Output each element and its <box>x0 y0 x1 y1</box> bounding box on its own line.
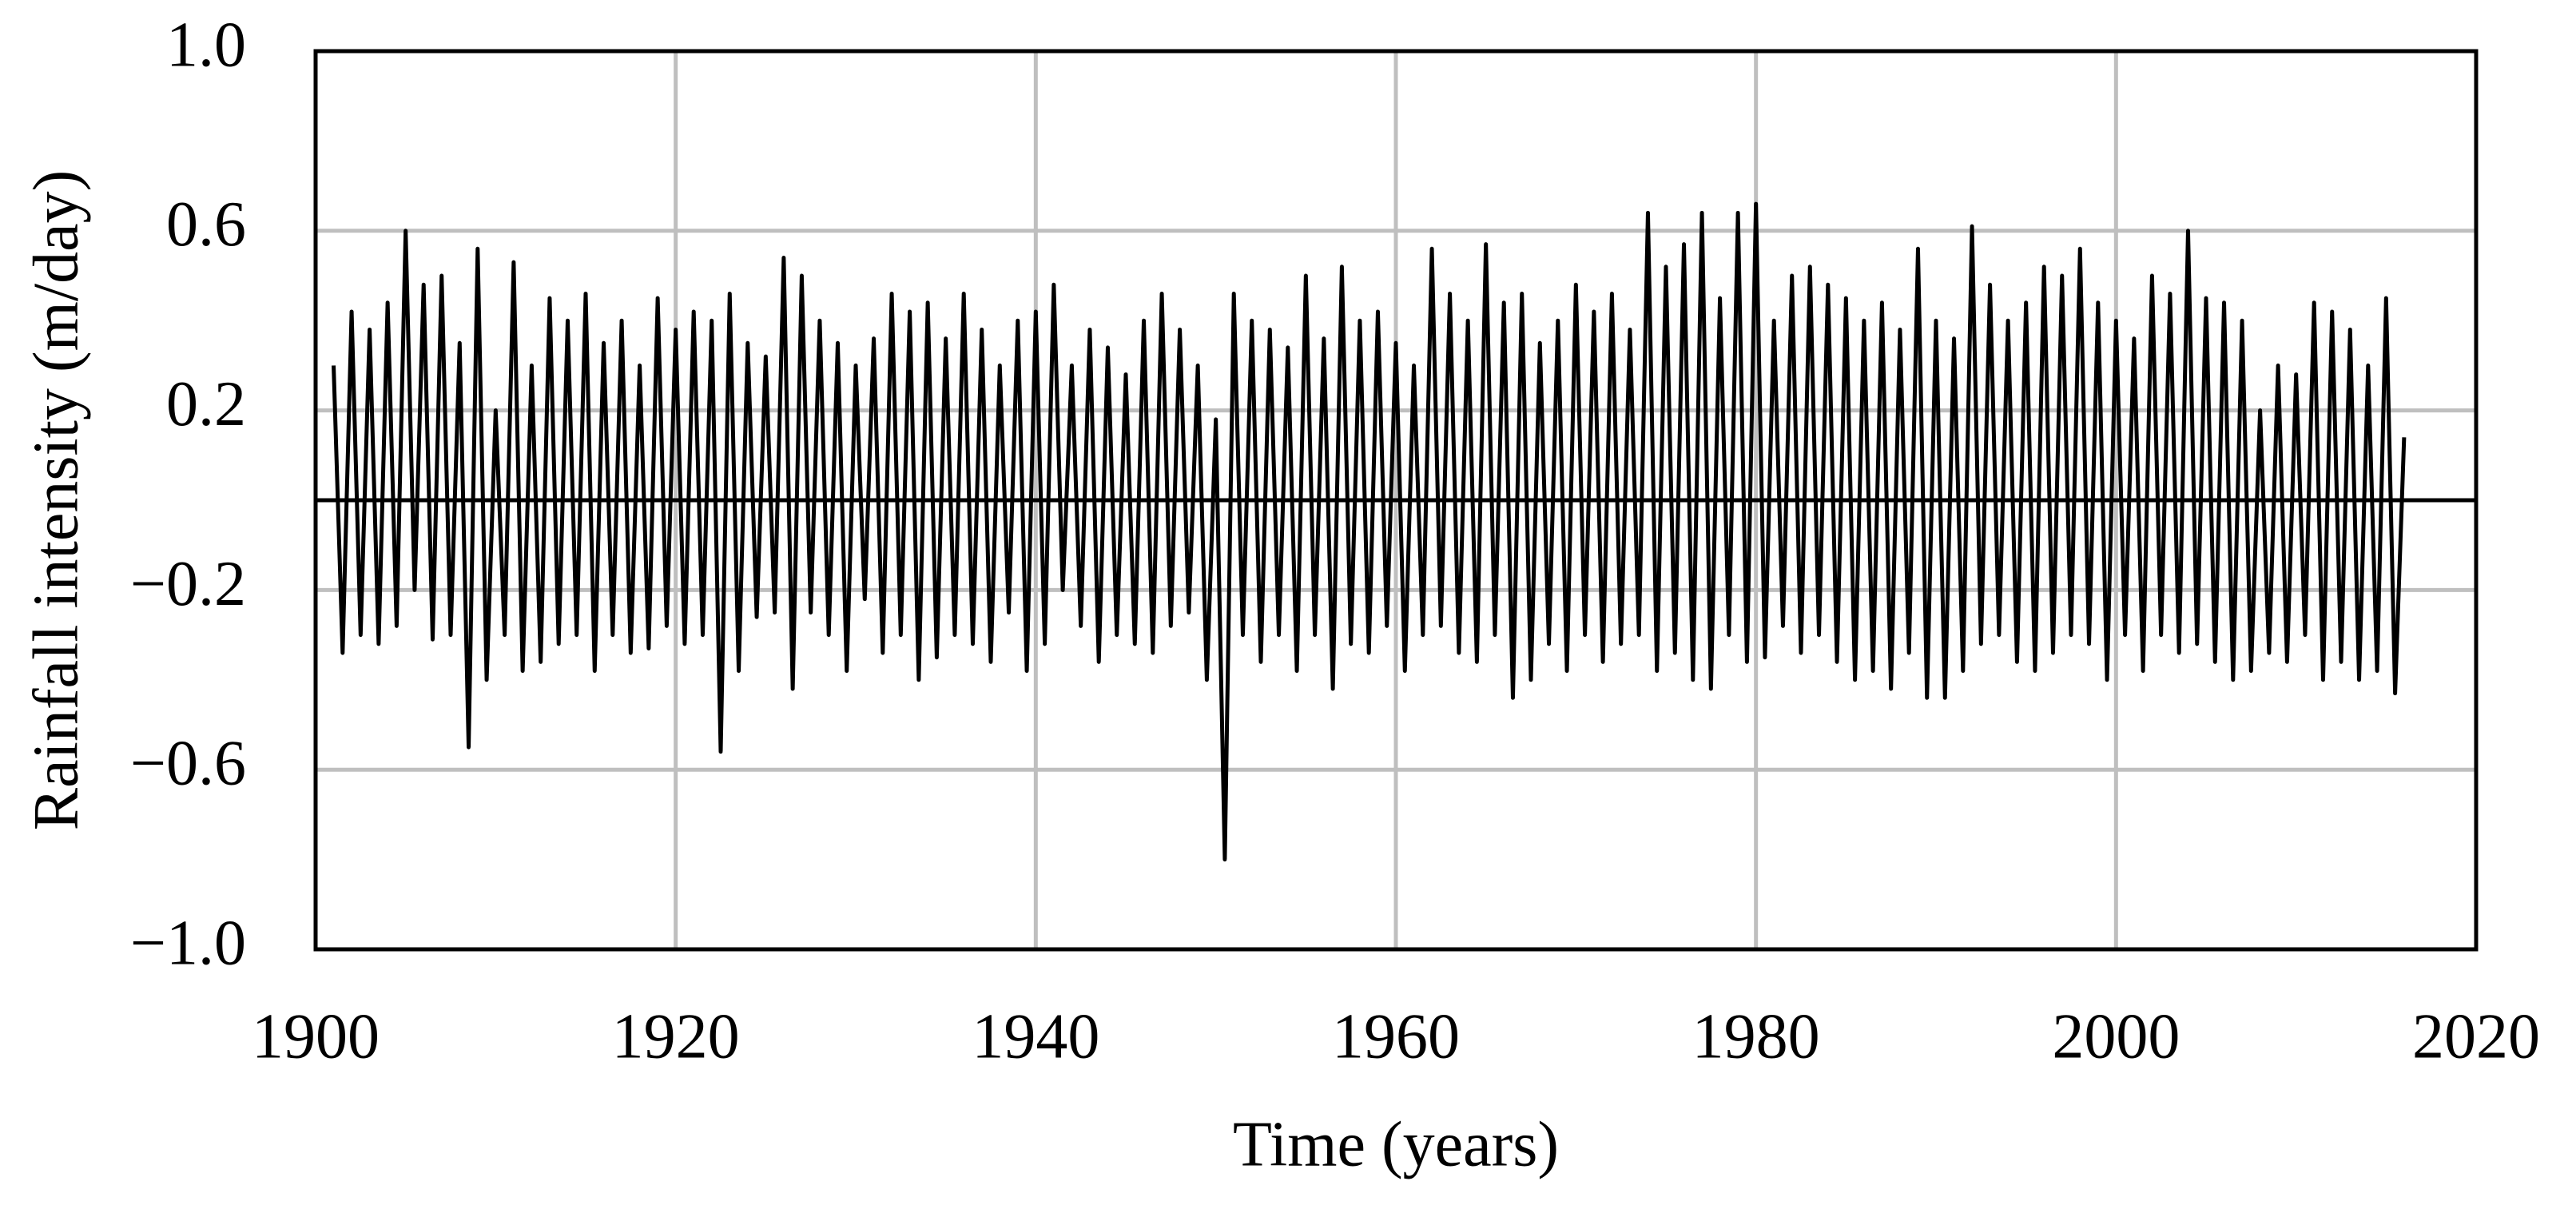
y-tick-label: −0.6 <box>130 729 246 799</box>
y-tick-label: 0.6 <box>166 189 246 260</box>
x-tick-label: 1980 <box>1692 1001 1820 1072</box>
y-tick-label: −1.0 <box>130 908 246 978</box>
y-tick-label: 1.0 <box>166 10 246 80</box>
x-tick-label: 1900 <box>252 1001 380 1072</box>
x-tick-label: 2000 <box>2052 1001 2180 1072</box>
x-axis-label: Time (years) <box>1233 1109 1559 1179</box>
x-tick-label: 2020 <box>2412 1001 2540 1072</box>
plot-frame <box>313 49 2479 952</box>
x-tick-label: 1920 <box>612 1001 740 1072</box>
x-tick-label: 1960 <box>1332 1001 1460 1072</box>
y-tick-label: −0.2 <box>130 549 246 619</box>
x-tick-label: 1940 <box>972 1001 1099 1072</box>
y-tick-label: 0.2 <box>166 369 246 439</box>
series-line <box>332 201 2407 862</box>
y-axis-label: Rainfall intensity (m/day) <box>21 170 91 830</box>
